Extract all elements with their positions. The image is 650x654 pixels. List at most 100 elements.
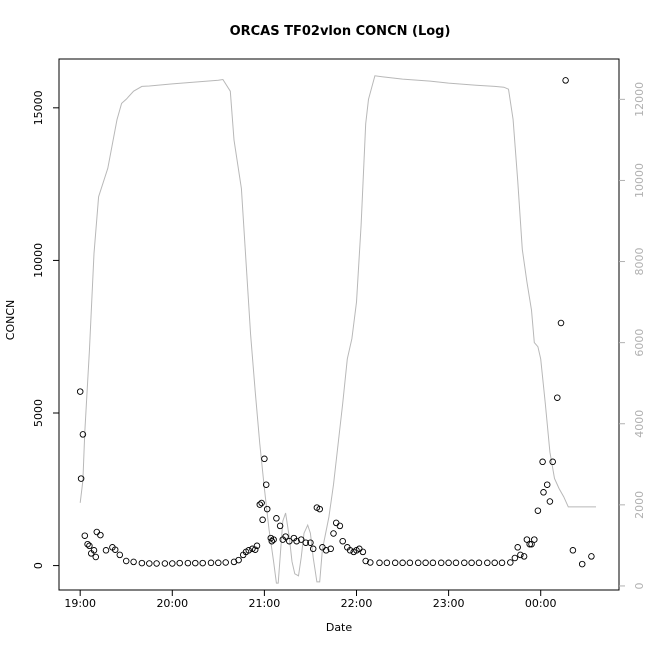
data-point bbox=[534, 507, 542, 514]
data-point bbox=[383, 559, 391, 567]
data-point bbox=[273, 515, 280, 522]
data-point bbox=[251, 546, 259, 553]
data-point bbox=[339, 537, 346, 545]
data-point bbox=[546, 498, 554, 505]
data-point bbox=[484, 559, 491, 567]
bottom-tick-label: 22:00 bbox=[341, 597, 373, 610]
data-point bbox=[184, 559, 192, 567]
data-point bbox=[176, 559, 183, 567]
data-point bbox=[523, 536, 531, 543]
data-point bbox=[511, 554, 519, 562]
data-point bbox=[161, 560, 169, 567]
data-point bbox=[286, 537, 293, 545]
data-point bbox=[359, 548, 367, 556]
left-axis: 0 5000 10000 15000 bbox=[32, 90, 59, 569]
data-point bbox=[297, 536, 305, 543]
data-point bbox=[332, 519, 340, 527]
data-point bbox=[222, 559, 229, 566]
data-point bbox=[245, 547, 252, 554]
chart-title: ORCAS TF02vlon CONCN (Log) bbox=[230, 24, 451, 39]
data-point bbox=[554, 394, 561, 401]
right-tick-label: 6000 bbox=[633, 329, 646, 357]
x-axis-title: Date bbox=[326, 621, 353, 634]
data-point bbox=[235, 556, 242, 564]
data-point bbox=[362, 557, 369, 565]
right-tick-label: 2000 bbox=[633, 491, 646, 519]
data-point bbox=[192, 559, 199, 567]
data-point bbox=[520, 553, 528, 560]
data-point bbox=[122, 557, 130, 565]
data-point bbox=[498, 559, 506, 567]
data-point bbox=[93, 528, 101, 536]
data-point bbox=[153, 560, 160, 567]
bottom-axis: 19:00 20:00 21:00 22:00 23:00 00:00 bbox=[64, 590, 557, 610]
data-point bbox=[84, 540, 91, 548]
data-point bbox=[540, 489, 547, 496]
data-point bbox=[146, 560, 153, 567]
right-tick-label: 0 bbox=[633, 582, 646, 589]
data-point bbox=[270, 536, 277, 543]
data-point bbox=[282, 533, 289, 540]
right-tick-label: 12000 bbox=[633, 82, 646, 117]
data-point bbox=[76, 388, 84, 395]
data-point bbox=[437, 559, 445, 567]
data-point bbox=[92, 553, 100, 561]
data-point bbox=[399, 559, 406, 567]
plot-frame bbox=[58, 58, 620, 591]
data-point bbox=[367, 559, 374, 566]
line-series bbox=[79, 75, 596, 584]
data-point bbox=[414, 559, 422, 567]
data-point bbox=[452, 559, 460, 567]
data-point bbox=[588, 553, 595, 560]
bottom-tick-label: 20:00 bbox=[156, 597, 188, 610]
data-point bbox=[336, 522, 344, 530]
data-point bbox=[86, 542, 93, 550]
line-series-path bbox=[79, 75, 596, 584]
data-point bbox=[327, 545, 334, 553]
data-point bbox=[391, 559, 399, 567]
data-point bbox=[207, 559, 215, 567]
data-point bbox=[169, 560, 176, 567]
data-point bbox=[77, 475, 85, 482]
bottom-tick-label: 23:00 bbox=[433, 597, 465, 610]
data-point bbox=[199, 559, 206, 567]
data-point bbox=[531, 536, 538, 543]
data-point bbox=[307, 539, 314, 546]
right-tick-label: 4000 bbox=[633, 410, 646, 438]
data-point bbox=[138, 559, 146, 567]
data-point bbox=[259, 516, 266, 524]
data-point bbox=[81, 532, 89, 539]
data-point bbox=[79, 431, 87, 438]
data-point bbox=[253, 542, 261, 550]
right-tick-label: 10000 bbox=[633, 163, 646, 198]
data-point bbox=[130, 558, 137, 566]
data-point bbox=[268, 537, 276, 545]
data-point bbox=[507, 559, 514, 566]
data-point bbox=[330, 530, 337, 537]
data-point bbox=[262, 481, 270, 488]
data-point bbox=[526, 540, 533, 548]
data-point bbox=[376, 559, 383, 567]
data-point bbox=[90, 547, 98, 554]
data-point bbox=[539, 458, 546, 466]
data-point bbox=[97, 531, 104, 539]
right-axis: 0 2000 4000 6000 8000 10000 12000 bbox=[619, 82, 646, 589]
y-axis-title: CONCN bbox=[4, 300, 17, 340]
data-point bbox=[429, 559, 437, 567]
data-point bbox=[258, 499, 265, 507]
data-point bbox=[514, 544, 521, 551]
left-tick-label: 10000 bbox=[32, 243, 45, 278]
data-point bbox=[491, 559, 498, 567]
data-point bbox=[309, 545, 317, 553]
data-point bbox=[562, 77, 569, 84]
data-point bbox=[569, 547, 577, 554]
data-point bbox=[528, 540, 535, 548]
data-point bbox=[276, 522, 284, 530]
data-point bbox=[346, 547, 354, 554]
points-series bbox=[76, 77, 595, 568]
data-point bbox=[249, 545, 256, 553]
data-point bbox=[102, 547, 110, 554]
data-point bbox=[475, 559, 483, 567]
data-point bbox=[111, 546, 119, 553]
